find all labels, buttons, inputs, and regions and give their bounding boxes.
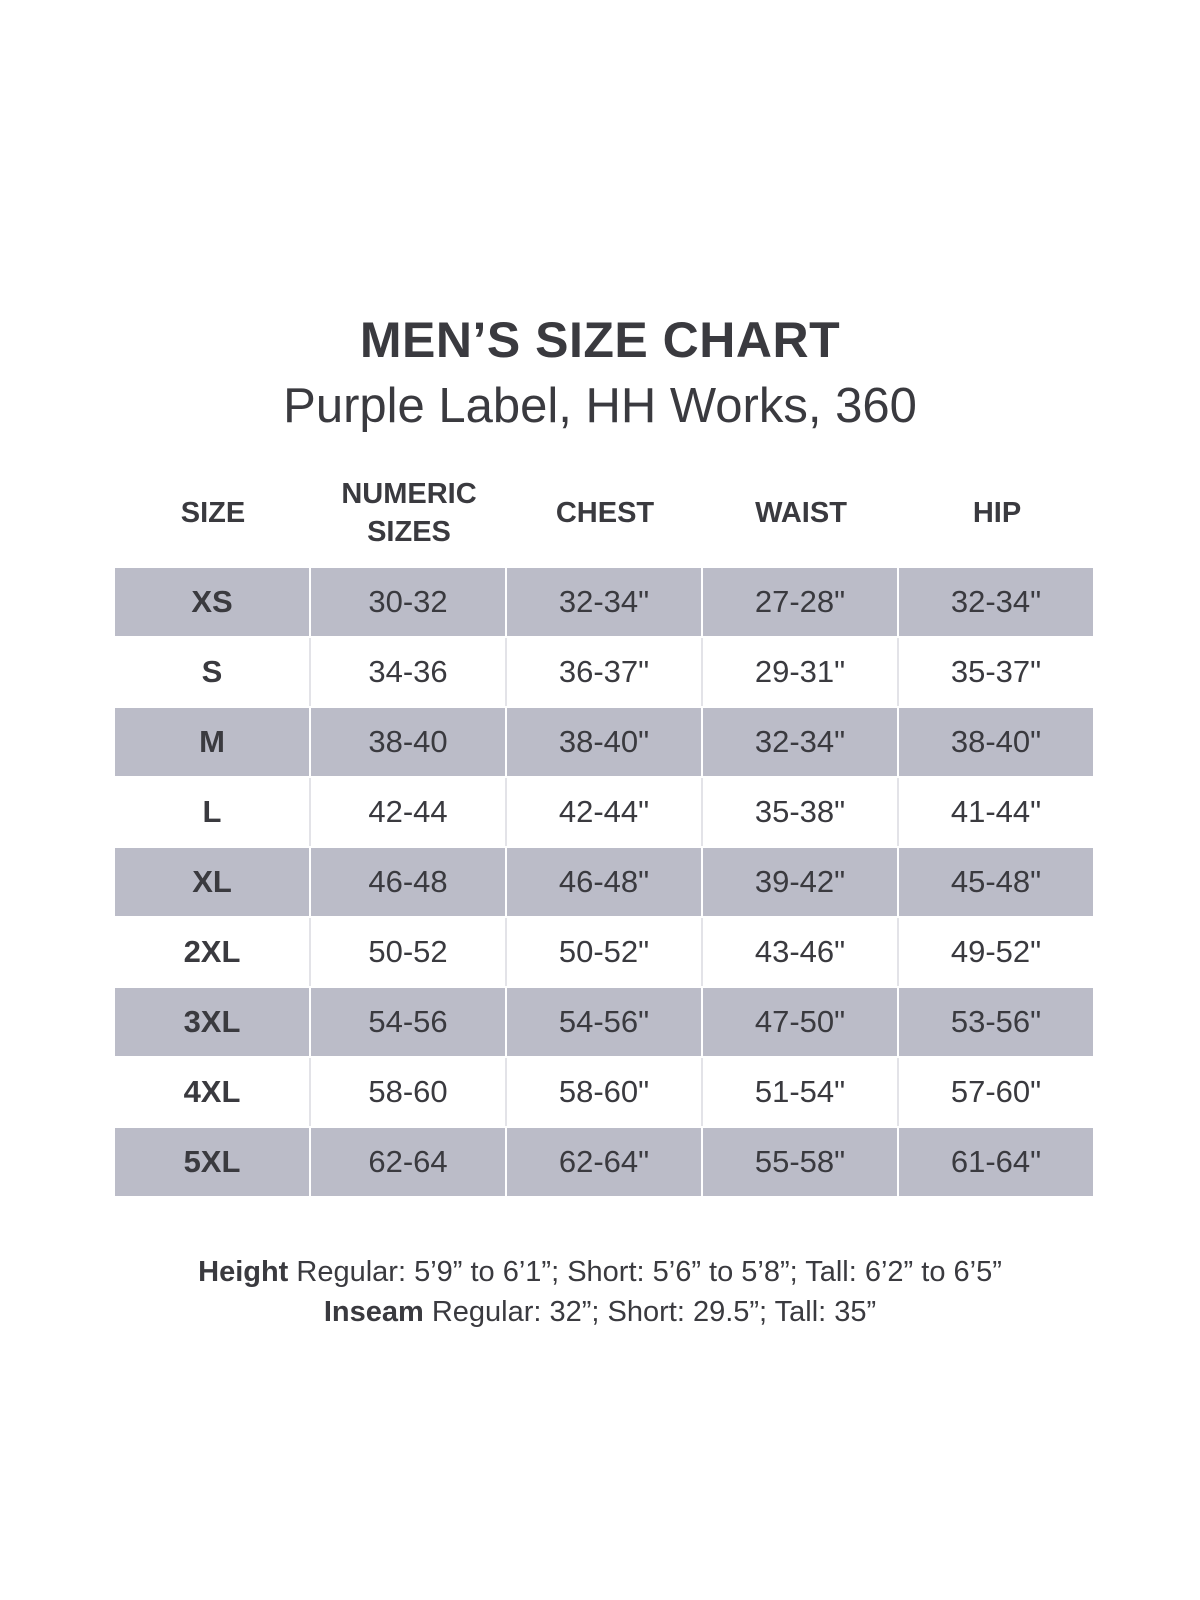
cell-numeric-size: 50-52	[311, 918, 507, 986]
cell-size: XS	[115, 568, 309, 636]
cell-waist: 55-58"	[703, 1128, 897, 1196]
cell-size: L	[115, 778, 311, 846]
cell-waist: 47-50"	[703, 988, 897, 1056]
cell-hip: 49-52"	[950, 934, 1042, 969]
header-size: SIZE	[180, 497, 246, 529]
cell-hip: 45-48"	[899, 848, 1093, 916]
cell-hip: 57-60"	[950, 1074, 1042, 1109]
cell-waist: 35-38"	[703, 778, 899, 846]
cell-chest: 42-44"	[507, 778, 703, 846]
cell-waist: 27-28"	[703, 568, 897, 636]
cell-numeric-size: 34-36	[311, 638, 507, 706]
cell-numeric-size: 54-56	[311, 988, 505, 1056]
size-table: SIZE NUMERIC SIZES CHEST WAIST HIP XS 30-…	[115, 470, 1095, 1198]
cell-chest: 50-52"	[507, 918, 703, 986]
cell-hip: 38-40"	[899, 708, 1093, 776]
header-hip: HIP	[972, 497, 1022, 529]
inseam-note: Inseam Regular: 32”; Short: 29.5”; Tall:…	[0, 1292, 1200, 1332]
cell-waist: 39-42"	[703, 848, 897, 916]
header-chest: CHEST	[555, 497, 655, 529]
cell-waist: 51-54"	[703, 1058, 899, 1126]
table-row: 5XL 62-64 62-64" 55-58" 61-64"	[115, 1128, 1095, 1196]
table-row: XS 30-32 32-34" 27-28" 32-34"	[115, 568, 1095, 636]
table-row: 2XL 50-52 50-52" 43-46" 49-52"	[115, 918, 1095, 986]
cell-numeric-size: 62-64	[311, 1128, 505, 1196]
page-title: MEN’S SIZE CHART	[359, 312, 841, 368]
cell-waist: 32-34"	[703, 708, 897, 776]
cell-hip: 32-34"	[899, 568, 1093, 636]
cell-size: S	[115, 638, 311, 706]
cell-chest: 32-34"	[507, 568, 701, 636]
cell-size: 2XL	[115, 918, 311, 986]
cell-chest: 36-37"	[507, 638, 703, 706]
cell-hip: 41-44"	[950, 794, 1042, 829]
inseam-label: Inseam	[323, 1296, 424, 1328]
table-row: L 42-44 42-44" 35-38" 41-44"	[115, 778, 1095, 846]
cell-waist: 29-31"	[703, 638, 899, 706]
cell-chest: 62-64"	[507, 1128, 701, 1196]
cell-hip: 35-37"	[950, 654, 1042, 689]
table-header-row: SIZE NUMERIC SIZES CHEST WAIST HIP	[115, 470, 1095, 556]
header-waist: WAIST	[755, 497, 847, 529]
table-row: M 38-40 38-40" 32-34" 38-40"	[115, 708, 1095, 776]
table-body: XS 30-32 32-34" 27-28" 32-34" S 34-36 36-37" 29-…	[115, 568, 1095, 1196]
cell-chest: 46-48"	[507, 848, 701, 916]
cell-chest: 58-60"	[507, 1058, 703, 1126]
cell-hip: 53-56"	[899, 988, 1093, 1056]
header-numeric-sizes: NUMERIC SIZES	[341, 478, 477, 548]
cell-numeric-size: 38-40	[311, 708, 505, 776]
fit-notes: Height Regular: 5’9” to 6’1”; Short: 5’6…	[0, 1252, 1200, 1332]
cell-size: 3XL	[115, 988, 309, 1056]
cell-chest: 54-56"	[507, 988, 701, 1056]
cell-numeric-size: 58-60	[311, 1058, 507, 1126]
cell-size: M	[115, 708, 309, 776]
table-row: 3XL 54-56 54-56" 47-50" 53-56"	[115, 988, 1095, 1056]
cell-size: 5XL	[115, 1128, 309, 1196]
height-note: Height Regular: 5’9” to 6’1”; Short: 5’6…	[0, 1252, 1200, 1292]
height-text: Regular: 5’9” to 6’1”; Short: 5’6” to 5’…	[288, 1256, 1002, 1288]
cell-chest: 38-40"	[507, 708, 701, 776]
cell-size: 4XL	[115, 1058, 311, 1126]
cell-size: XL	[115, 848, 309, 916]
cell-waist: 43-46"	[703, 918, 899, 986]
table-row: 4XL 58-60 58-60" 51-54" 57-60"	[115, 1058, 1095, 1126]
table-row: XL 46-48 46-48" 39-42" 45-48"	[115, 848, 1095, 916]
inseam-text: Regular: 32”; Short: 29.5”; Tall: 35”	[423, 1296, 877, 1328]
table-row: S 34-36 36-37" 29-31" 35-37"	[115, 638, 1095, 706]
cell-hip: 61-64"	[899, 1128, 1093, 1196]
page-subtitle: Purple Label, HH Works, 360	[283, 379, 917, 433]
cell-numeric-size: 46-48	[311, 848, 505, 916]
cell-numeric-size: 42-44	[311, 778, 507, 846]
height-label: Height	[198, 1256, 289, 1288]
cell-numeric-size: 30-32	[311, 568, 505, 636]
